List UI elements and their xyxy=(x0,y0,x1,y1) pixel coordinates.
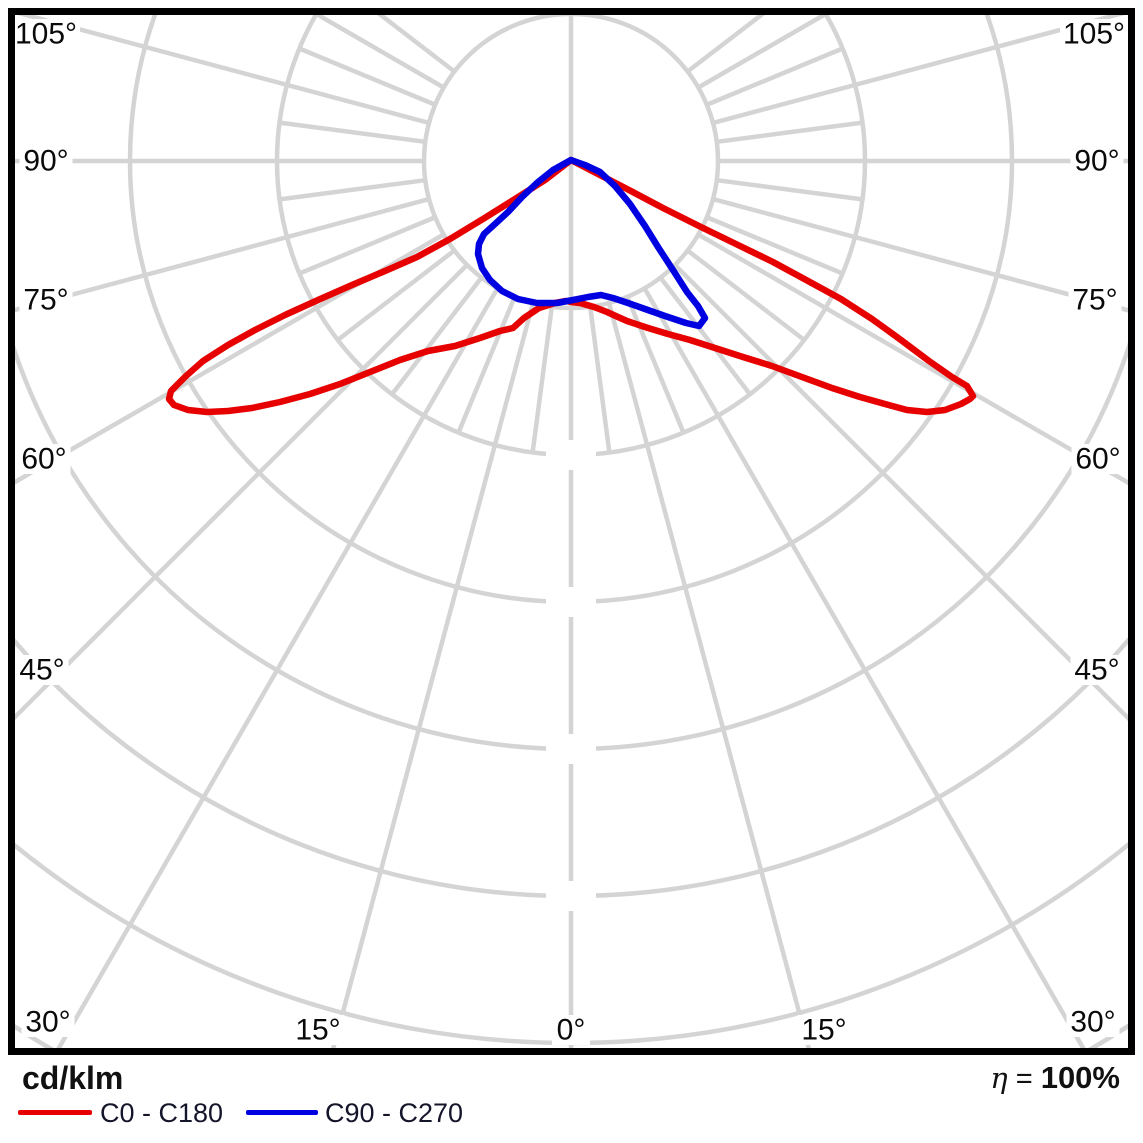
grid-spoke-minor xyxy=(298,215,437,276)
units-label: cd/klm xyxy=(22,1060,124,1096)
radial-label-blank xyxy=(546,440,596,470)
grid-spoke-minor xyxy=(716,120,863,145)
angle-label: 90° xyxy=(1074,145,1119,178)
grid-spoke-minor xyxy=(686,15,765,74)
legend-swatch-c0-c180 xyxy=(18,1110,92,1115)
legend-swatch-c90-c270 xyxy=(246,1110,318,1115)
angle-label: 75° xyxy=(1072,284,1117,317)
angle-label: 105° xyxy=(15,18,77,51)
plot-border xyxy=(8,8,1135,1055)
angle-label: 45° xyxy=(1074,654,1119,687)
legend-label-c90-c270: C90 - C270 xyxy=(325,1098,464,1128)
angle-label-bg xyxy=(1068,285,1122,315)
angle-label-bg xyxy=(1070,655,1124,685)
grid-spoke-major xyxy=(15,196,430,313)
angle-label-bg xyxy=(12,19,80,49)
eta-value: 100% xyxy=(1040,1060,1120,1095)
grid-spoke-major xyxy=(15,232,445,485)
grid-spoke-major xyxy=(54,287,500,1051)
legend-label-c0-c180: C0 - C180 xyxy=(100,1098,224,1128)
angle-label: 0° xyxy=(557,1014,586,1047)
grid-spoke-major xyxy=(606,302,812,1051)
angle-label-bg xyxy=(21,1007,75,1037)
radial-label-blank xyxy=(546,881,596,911)
grid-spoke-minor xyxy=(658,276,752,396)
angle-label: 30° xyxy=(1070,1006,1115,1039)
grid-spoke-minor xyxy=(625,295,686,434)
angle-label: 60° xyxy=(1075,443,1120,476)
angle-label: 105° xyxy=(1063,18,1125,51)
grid-spoke-minor xyxy=(686,248,806,342)
grid-spoke-major xyxy=(642,287,1088,1051)
series-curve-c90-c270 xyxy=(474,156,709,330)
grid-spoke-minor xyxy=(716,177,863,202)
angle-label-bg xyxy=(1070,146,1124,176)
eta-equals: = xyxy=(1015,1063,1033,1095)
angle-label-bg xyxy=(797,1015,851,1045)
angle-label: 15° xyxy=(295,1014,340,1047)
angle-label: 30° xyxy=(25,1006,70,1039)
angle-label: 15° xyxy=(801,1014,846,1047)
angle-label-bg xyxy=(1066,1007,1120,1037)
angle-label-bg xyxy=(19,146,73,176)
grid-spoke-major xyxy=(330,302,536,1051)
grid-spoke-major xyxy=(15,263,469,721)
grid-spoke-major xyxy=(673,263,1128,722)
grid-spoke-minor xyxy=(298,46,437,107)
grid-spoke-minor xyxy=(530,306,555,453)
angle-label-bg xyxy=(15,655,69,685)
grid-spoke-minor xyxy=(377,15,456,74)
angle-label-bg xyxy=(291,1015,345,1045)
angle-label-bg xyxy=(552,1015,590,1045)
eta-symbol: η xyxy=(990,1061,1008,1095)
angle-label-bg xyxy=(19,285,73,315)
efficiency-label: η = 100% xyxy=(990,1060,1120,1096)
radial-label-blank xyxy=(546,587,596,617)
grid-spoke-major xyxy=(712,196,1128,313)
grid-spoke-minor xyxy=(390,276,484,396)
radial-label-blank xyxy=(546,734,596,764)
grid-spoke-major xyxy=(697,232,1128,486)
angle-label: 75° xyxy=(23,284,68,317)
angle-label-bg xyxy=(1060,19,1128,49)
angle-label: 90° xyxy=(23,145,68,178)
grid-spoke-major xyxy=(712,15,1125,126)
grid-spoke-minor xyxy=(279,120,426,145)
grid-spoke-minor xyxy=(279,177,426,202)
grid-spoke-minor xyxy=(336,248,456,342)
grid-spoke-minor xyxy=(705,46,844,107)
angle-label-bg xyxy=(17,444,71,474)
grid-spoke-major xyxy=(17,15,430,126)
grid-spoke-minor xyxy=(587,306,612,453)
angle-label-bg xyxy=(1071,444,1125,474)
angle-label: 45° xyxy=(19,654,64,687)
grid-spoke-minor xyxy=(456,295,517,434)
grid-spoke-minor xyxy=(705,215,844,276)
angle-label: 60° xyxy=(21,443,66,476)
